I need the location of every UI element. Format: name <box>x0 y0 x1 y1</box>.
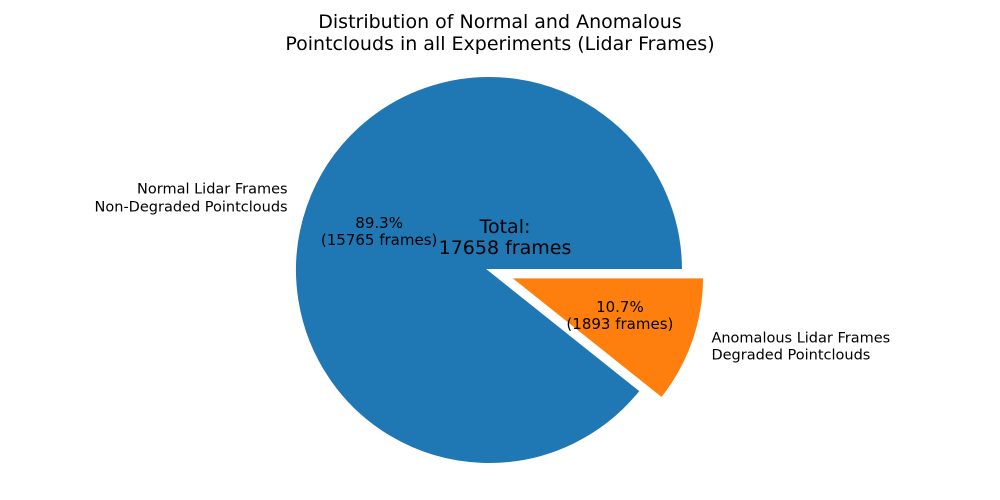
slice-label-anomalous: Anomalous Lidar Frames Degraded Pointclo… <box>711 330 891 364</box>
pct-label-anomalous: 10.7% (1893 frames) <box>566 297 674 333</box>
pct-label-normal: 89.3% (15765 frames) <box>320 213 438 249</box>
pie-slice-normal <box>294 75 685 465</box>
slice-label-normal: Normal Lidar Frames Non-Degraded Pointcl… <box>94 181 288 216</box>
pie-slice-anomalous <box>507 276 706 400</box>
chart-title: Distribution of Normal and Anomalous Poi… <box>285 11 715 55</box>
total-label: Total: 17658 frames <box>438 216 572 259</box>
